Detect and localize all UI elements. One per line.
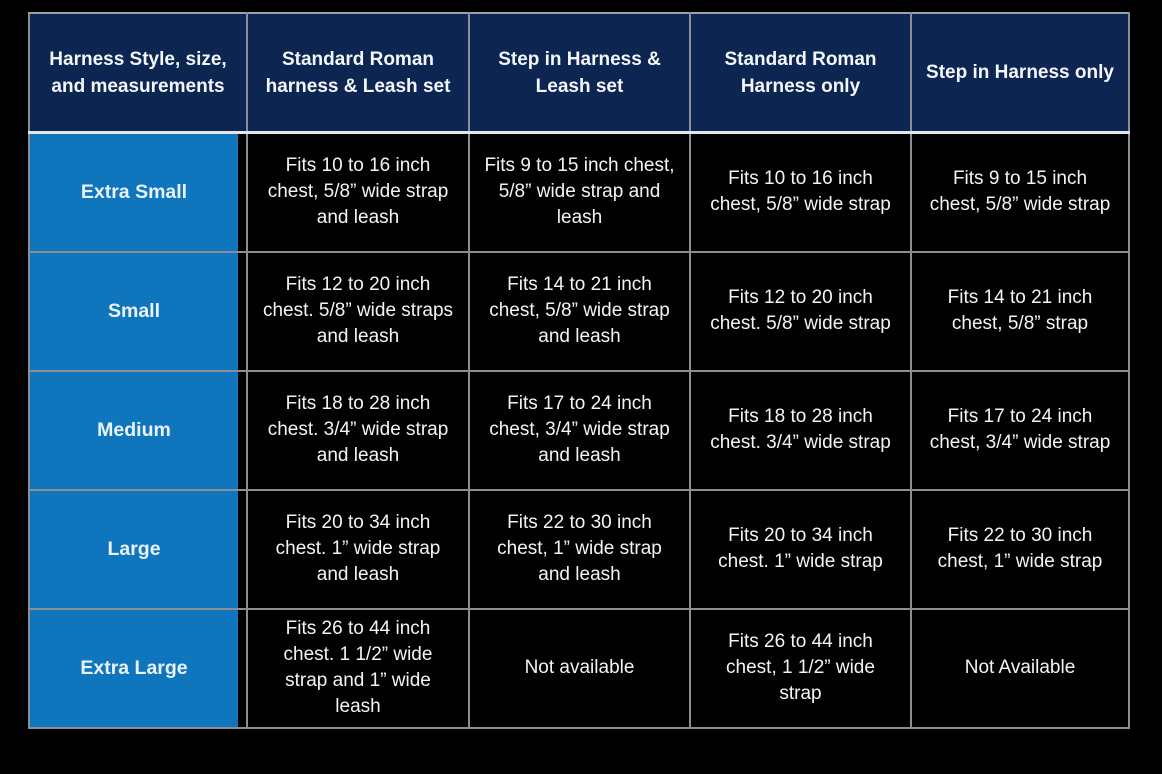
- table-cell: Fits 22 to 30 inch chest, 1” wide strap …: [468, 488, 691, 610]
- row-label-medium: Medium: [30, 371, 238, 489]
- column-header-style-size: Harness Style, size, and measurements: [28, 12, 248, 134]
- row-label-cell: Large: [28, 488, 248, 610]
- row-label-extra-small: Extra Small: [30, 134, 238, 251]
- table-cell: Fits 20 to 34 inch chest. 1” wide strap …: [246, 488, 470, 610]
- table-cell: Fits 10 to 16 inch chest, 5/8” wide stra…: [689, 131, 912, 253]
- row-label-small: Small: [30, 252, 238, 370]
- table-row-extra-small: Extra Small Fits 10 to 16 inch chest, 5/…: [28, 131, 1130, 253]
- table-cell: Fits 9 to 15 inch chest, 5/8” wide strap: [910, 131, 1130, 253]
- table-cell: Fits 17 to 24 inch chest, 3/4” wide stra…: [910, 369, 1130, 491]
- row-label-cell: Extra Small: [28, 131, 248, 253]
- table-cell: Fits 18 to 28 inch chest. 3/4” wide stra…: [689, 369, 912, 491]
- table-cell: Fits 22 to 30 inch chest, 1” wide strap: [910, 488, 1130, 610]
- column-header-stepin-only: Step in Harness only: [910, 12, 1130, 134]
- table-row-medium: Medium Fits 18 to 28 inch chest. 3/4” wi…: [28, 369, 1130, 491]
- table-cell: Fits 20 to 34 inch chest. 1” wide strap: [689, 488, 912, 610]
- table-cell: Fits 14 to 21 inch chest, 5/8” wide stra…: [468, 250, 691, 372]
- table-cell: Fits 18 to 28 inch chest. 3/4” wide stra…: [246, 369, 470, 491]
- row-label-extra-large: Extra Large: [30, 609, 238, 727]
- table-row-small: Small Fits 12 to 20 inch chest. 5/8” wid…: [28, 250, 1130, 372]
- row-label-cell: Medium: [28, 369, 248, 491]
- column-header-roman-only: Standard Roman Harness only: [689, 12, 912, 134]
- row-label-cell: Extra Large: [28, 607, 248, 729]
- table-cell: Fits 9 to 15 inch chest, 5/8” wide strap…: [468, 131, 691, 253]
- table-cell: Not available: [468, 607, 691, 729]
- column-header-stepin-leash-set: Step in Harness & Leash set: [468, 12, 691, 134]
- table-cell: Fits 26 to 44 inch chest. 1 1/2” wide st…: [246, 607, 470, 729]
- table-cell: Fits 12 to 20 inch chest. 5/8” wide stra…: [246, 250, 470, 372]
- table-cell: Not Available: [910, 607, 1130, 729]
- table-cell: Fits 10 to 16 inch chest, 5/8” wide stra…: [246, 131, 470, 253]
- table-row-large: Large Fits 20 to 34 inch chest. 1” wide …: [28, 488, 1130, 610]
- table-header-row: Harness Style, size, and measurements St…: [28, 12, 1130, 134]
- row-label-large: Large: [30, 490, 238, 608]
- row-label-cell: Small: [28, 250, 248, 372]
- table-row-extra-large: Extra Large Fits 26 to 44 inch chest. 1 …: [28, 607, 1130, 729]
- size-chart-table: Harness Style, size, and measurements St…: [28, 12, 1130, 729]
- table-cell: Fits 26 to 44 inch chest, 1 1/2” wide st…: [689, 607, 912, 729]
- table-cell: Fits 12 to 20 inch chest. 5/8” wide stra…: [689, 250, 912, 372]
- table-cell: Fits 17 to 24 inch chest, 3/4” wide stra…: [468, 369, 691, 491]
- column-header-roman-leash-set: Standard Roman harness & Leash set: [246, 12, 470, 134]
- table-cell: Fits 14 to 21 inch chest, 5/8” strap: [910, 250, 1130, 372]
